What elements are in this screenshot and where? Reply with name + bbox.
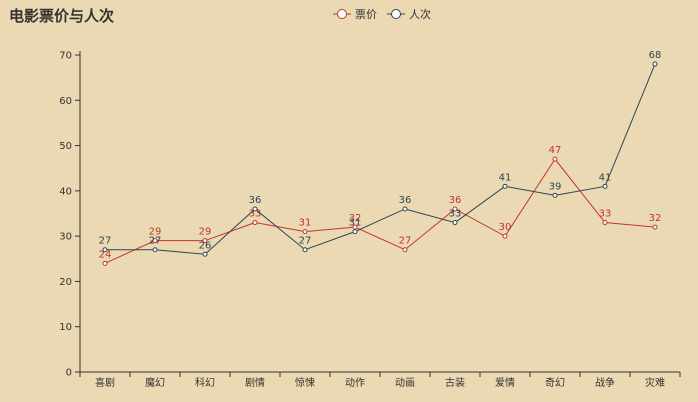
y-tick-label: 0	[66, 368, 72, 379]
data-point[interactable]	[252, 220, 258, 226]
data-label: 27	[99, 236, 112, 247]
data-point[interactable]	[352, 224, 358, 230]
data-point[interactable]	[602, 183, 608, 189]
data-label: 27	[299, 236, 312, 247]
legend[interactable]: 票价 人次	[333, 7, 431, 21]
data-point[interactable]	[102, 247, 108, 253]
y-tick-label: 30	[59, 232, 72, 243]
data-point[interactable]	[452, 206, 458, 212]
data-point[interactable]	[552, 192, 558, 198]
x-tick-label: 古装	[445, 376, 465, 389]
legend-label: 票价	[355, 8, 377, 21]
data-label: 29	[199, 227, 212, 238]
x-tick-label: 魔幻	[145, 376, 165, 389]
legend-item-1[interactable]: 票价	[333, 8, 377, 21]
x-tick-label: 剧情	[245, 376, 265, 389]
data-point[interactable]	[252, 206, 258, 212]
data-point[interactable]	[152, 238, 158, 244]
legend-label: 人次	[409, 7, 431, 21]
series-2: 27 27 26 36 27 31 36 33 41 39 41 68	[99, 50, 662, 257]
data-label: 26	[199, 240, 212, 251]
data-label: 33	[249, 209, 262, 220]
data-label: 27	[399, 236, 412, 247]
data-point[interactable]	[652, 224, 658, 230]
data-label: 32	[649, 213, 662, 224]
data-point[interactable]	[302, 229, 308, 235]
data-label: 31	[299, 218, 312, 229]
data-label: 27	[149, 236, 162, 247]
legend-marker	[337, 9, 347, 19]
x-tick-label: 喜剧	[95, 376, 115, 389]
data-point[interactable]	[302, 247, 308, 253]
data-label: 36	[249, 195, 262, 206]
data-point[interactable]	[652, 61, 658, 67]
data-point[interactable]	[502, 183, 508, 189]
y-tick-label: 10	[59, 322, 72, 333]
series-line	[105, 63, 656, 255]
data-label: 33	[449, 209, 462, 220]
data-label: 47	[549, 145, 562, 156]
data-label: 29	[149, 227, 162, 238]
data-label: 39	[549, 181, 562, 192]
data-label: 24	[99, 249, 112, 260]
legend-item-2[interactable]: 人次	[387, 7, 431, 21]
chart-title: 电影票价与人次	[9, 7, 114, 25]
data-point[interactable]	[602, 220, 608, 226]
legend-marker	[391, 9, 401, 19]
x-tick-label: 动作	[345, 377, 365, 389]
data-label: 31	[349, 218, 362, 229]
data-point[interactable]	[202, 251, 208, 257]
data-point[interactable]	[502, 233, 508, 239]
y-tick-label: 70	[59, 51, 72, 62]
x-tick-label: 动画	[395, 377, 415, 389]
data-point[interactable]	[452, 220, 458, 226]
x-tick-label: 科幻	[195, 376, 215, 389]
y-tick-label: 20	[59, 277, 72, 288]
x-tick-label: 战争	[595, 376, 615, 389]
data-label: 32	[349, 213, 362, 224]
data-point[interactable]	[402, 206, 408, 212]
axes: 0 10 20 30 40 50 60 70 喜剧 魔幻 科幻 剧情 惊悚 动作 动画 古装 爱情 奇幻 战争 灾难	[59, 51, 681, 389]
data-point[interactable]	[402, 247, 408, 253]
data-point[interactable]	[552, 156, 558, 162]
data-label: 41	[499, 172, 512, 183]
y-tick-label: 40	[59, 186, 72, 197]
data-label: 33	[599, 209, 612, 220]
x-tick-label: 惊悚	[295, 376, 315, 389]
x-tick-label: 爱情	[495, 376, 515, 389]
x-tick-label: 奇幻	[545, 376, 565, 389]
data-label: 41	[599, 172, 612, 183]
data-point[interactable]	[352, 229, 358, 235]
data-point[interactable]	[202, 238, 208, 244]
series-line	[104, 158, 656, 264]
y-tick-label: 50	[59, 141, 72, 152]
x-tick-label: 灾难	[645, 376, 665, 389]
data-point[interactable]	[152, 247, 158, 253]
data-point[interactable]	[102, 260, 108, 266]
data-label: 36	[399, 195, 412, 206]
data-label: 36	[449, 195, 462, 206]
y-tick-label: 60	[59, 96, 72, 107]
data-label: 30	[499, 222, 512, 233]
data-label: 68	[649, 50, 662, 61]
